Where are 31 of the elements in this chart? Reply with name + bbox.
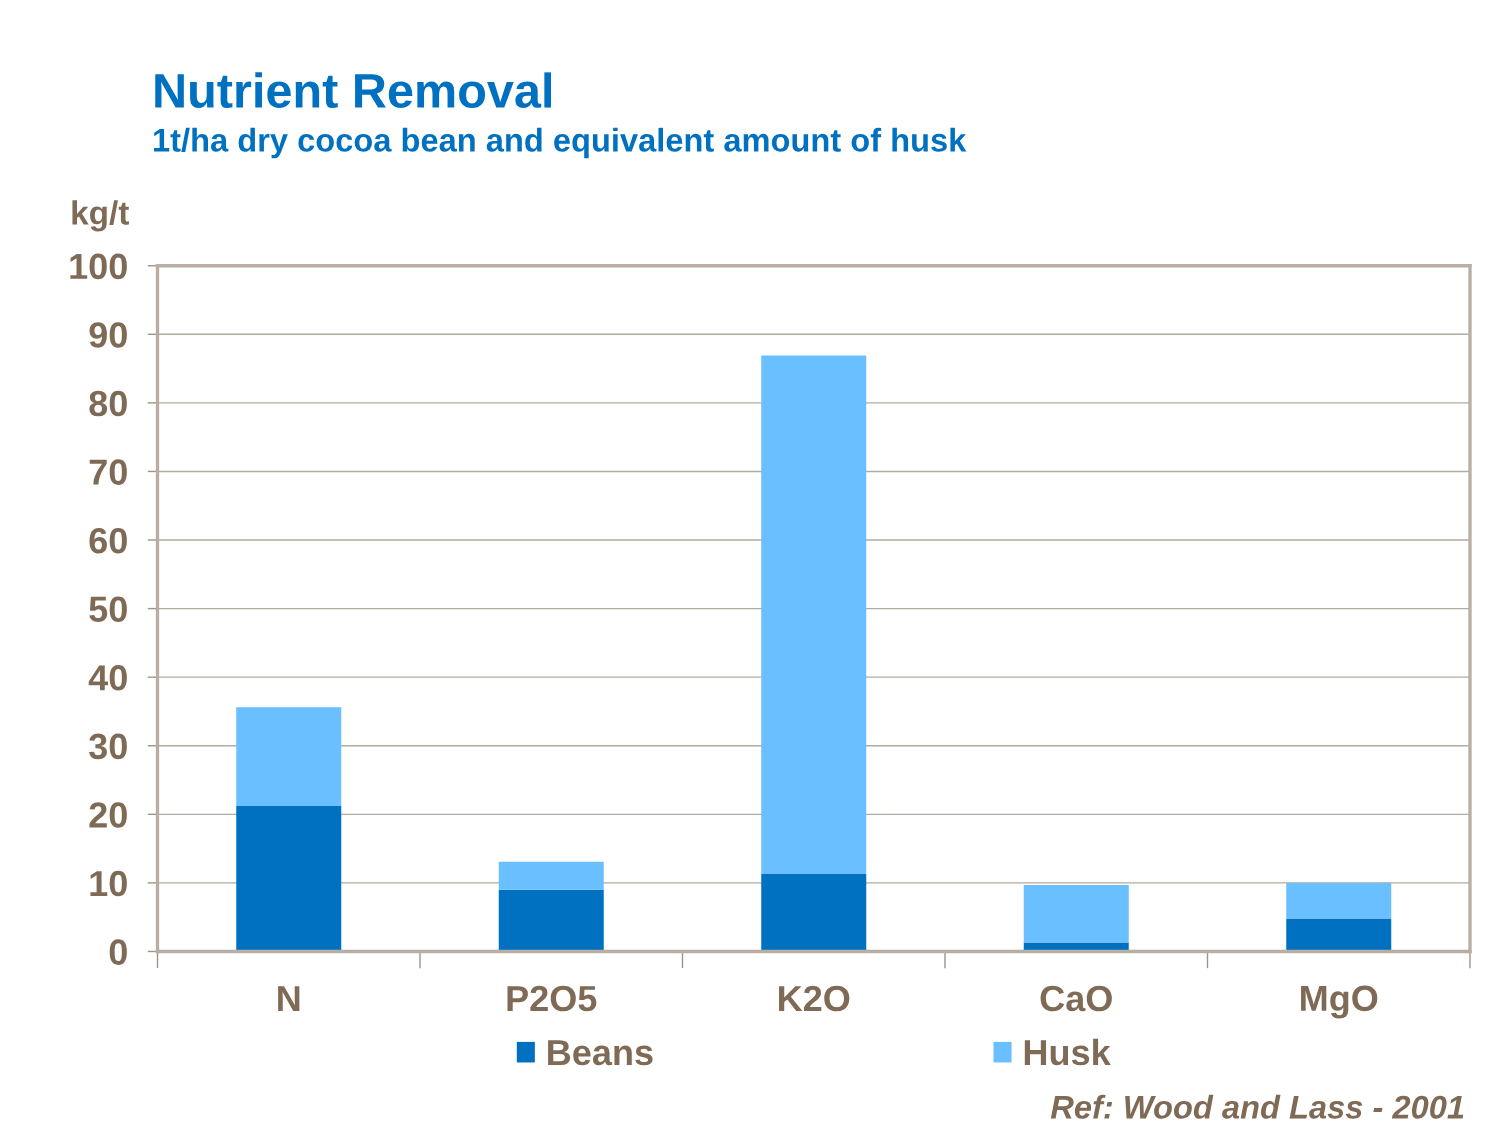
y-tick-label: 20: [89, 802, 127, 828]
y-tick-label: 70: [89, 459, 127, 485]
bar: [498, 889, 604, 952]
y-tick-label: 100: [70, 253, 127, 280]
bar: [236, 707, 342, 807]
x-tick-label: N: [278, 986, 300, 1011]
bar: [1023, 884, 1129, 943]
legend-label: Husk: [1024, 1038, 1111, 1066]
bar: [498, 861, 604, 890]
bar: [761, 873, 867, 952]
y-tick-label: 30: [89, 733, 127, 760]
x-tick-label: CaO: [1040, 985, 1112, 1012]
bar: [761, 355, 867, 874]
y-tick-label: 60: [89, 527, 127, 554]
y-tick-label: 40: [88, 665, 127, 691]
legend-label: Beans: [548, 1040, 653, 1066]
bar: [1286, 918, 1392, 952]
y-tick-label: 0: [109, 939, 127, 965]
x-tick-label: MgO: [1301, 985, 1378, 1019]
y-tick-label: 50: [89, 596, 127, 623]
y-tick-label: 90: [89, 322, 127, 348]
chart-title: Nutrient Removal: [155, 72, 552, 109]
bar: [236, 806, 342, 952]
chart-subtitle: 1t/ha dry cocoa bean and equivalent amount of husk: [154, 127, 967, 159]
y-tick-label: 80: [89, 390, 127, 417]
text: Ref: Wood and Lass - 2001: [1050, 1094, 1464, 1119]
x-tick-label: K2O: [779, 985, 850, 1012]
y-tick-label: 10: [90, 870, 127, 897]
x-tick-label: P2O5: [507, 985, 597, 1012]
bar: [1286, 882, 1392, 919]
y-axis-title: kg/t: [72, 200, 129, 232]
